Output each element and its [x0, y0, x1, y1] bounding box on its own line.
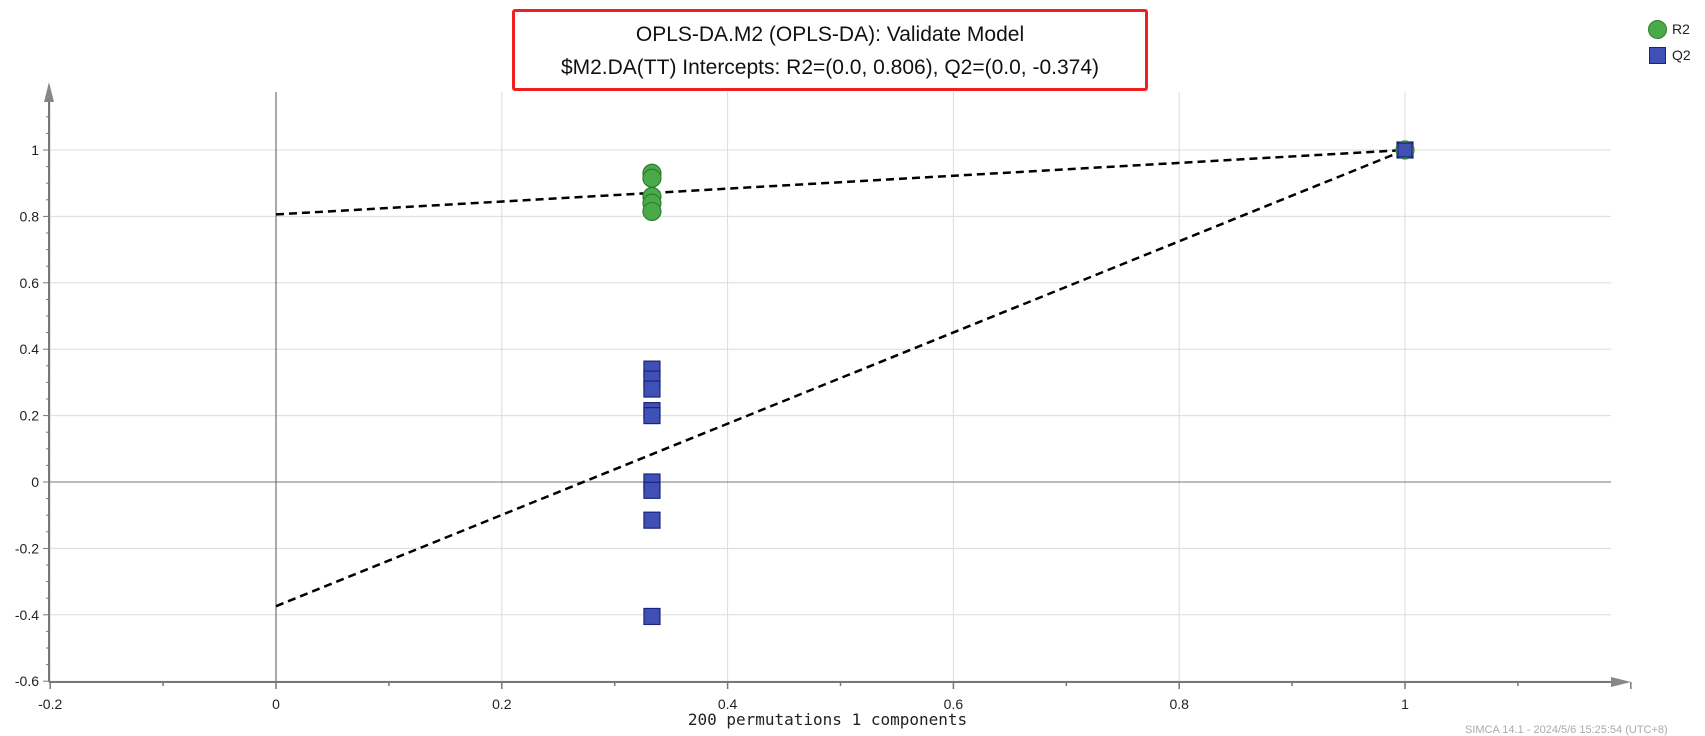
x-tick-label: 1: [1401, 696, 1409, 712]
legend: R2 Q2: [1648, 16, 1691, 68]
x-tick-label: -0.2: [38, 696, 62, 712]
legend-item-q2: Q2: [1648, 42, 1691, 68]
q2-point: [643, 481, 661, 499]
x-axis-label: 200 permutations 1 components: [687, 710, 968, 729]
y-axis-arrow-icon: [44, 82, 54, 102]
y-tick-label: -0.6: [15, 673, 39, 689]
circle-marker-icon: [1648, 19, 1667, 39]
legend-label-r2: R2: [1672, 21, 1690, 37]
square-marker-icon: [1649, 46, 1666, 64]
q2-point: [643, 380, 661, 398]
y-tick-label: -0.4: [15, 607, 39, 623]
chart-title: OPLS-DA.M2 (OPLS-DA): Validate Model: [635, 23, 1025, 46]
q2-point: [643, 407, 661, 425]
x-tick-label: 0.6: [944, 696, 964, 712]
q2-point: [643, 511, 661, 529]
y-tick-label: 0.4: [20, 341, 40, 357]
r2-point: [642, 201, 662, 222]
x-tick-label: 0.4: [718, 696, 738, 712]
chart-title-box: OPLS-DA.M2 (OPLS-DA): Validate Model $M2…: [512, 9, 1148, 91]
y-tick-label: 0.8: [20, 208, 40, 224]
legend-label-q2: Q2: [1672, 47, 1691, 63]
x-axis-arrow-icon: [1611, 677, 1631, 687]
y-tick-label: 0.2: [20, 408, 40, 424]
x-tick-label: 0.2: [492, 696, 512, 712]
legend-item-r2: R2: [1648, 16, 1691, 42]
r2-point: [642, 168, 662, 188]
y-tick-label: 1: [31, 142, 39, 158]
y-tick-label: -0.2: [15, 540, 39, 556]
q2-point: [1397, 142, 1413, 158]
y-tick-label: 0.6: [20, 275, 40, 291]
q2-regression-line: [275, 148, 1406, 608]
x-tick-label: 0: [272, 696, 280, 712]
footer-stamp: SIMCA 14.1 - 2024/5/6 15:25:54 (UTC+8): [1465, 724, 1668, 736]
q2-point: [643, 607, 661, 626]
x-tick-label: 0.8: [1169, 696, 1189, 712]
chart-subtitle: $M2.DA(TT) Intercepts: R2=(0.0, 0.806), …: [560, 56, 1100, 79]
y-tick-label: 0: [31, 474, 39, 490]
r2-regression-line: [275, 148, 1406, 216]
